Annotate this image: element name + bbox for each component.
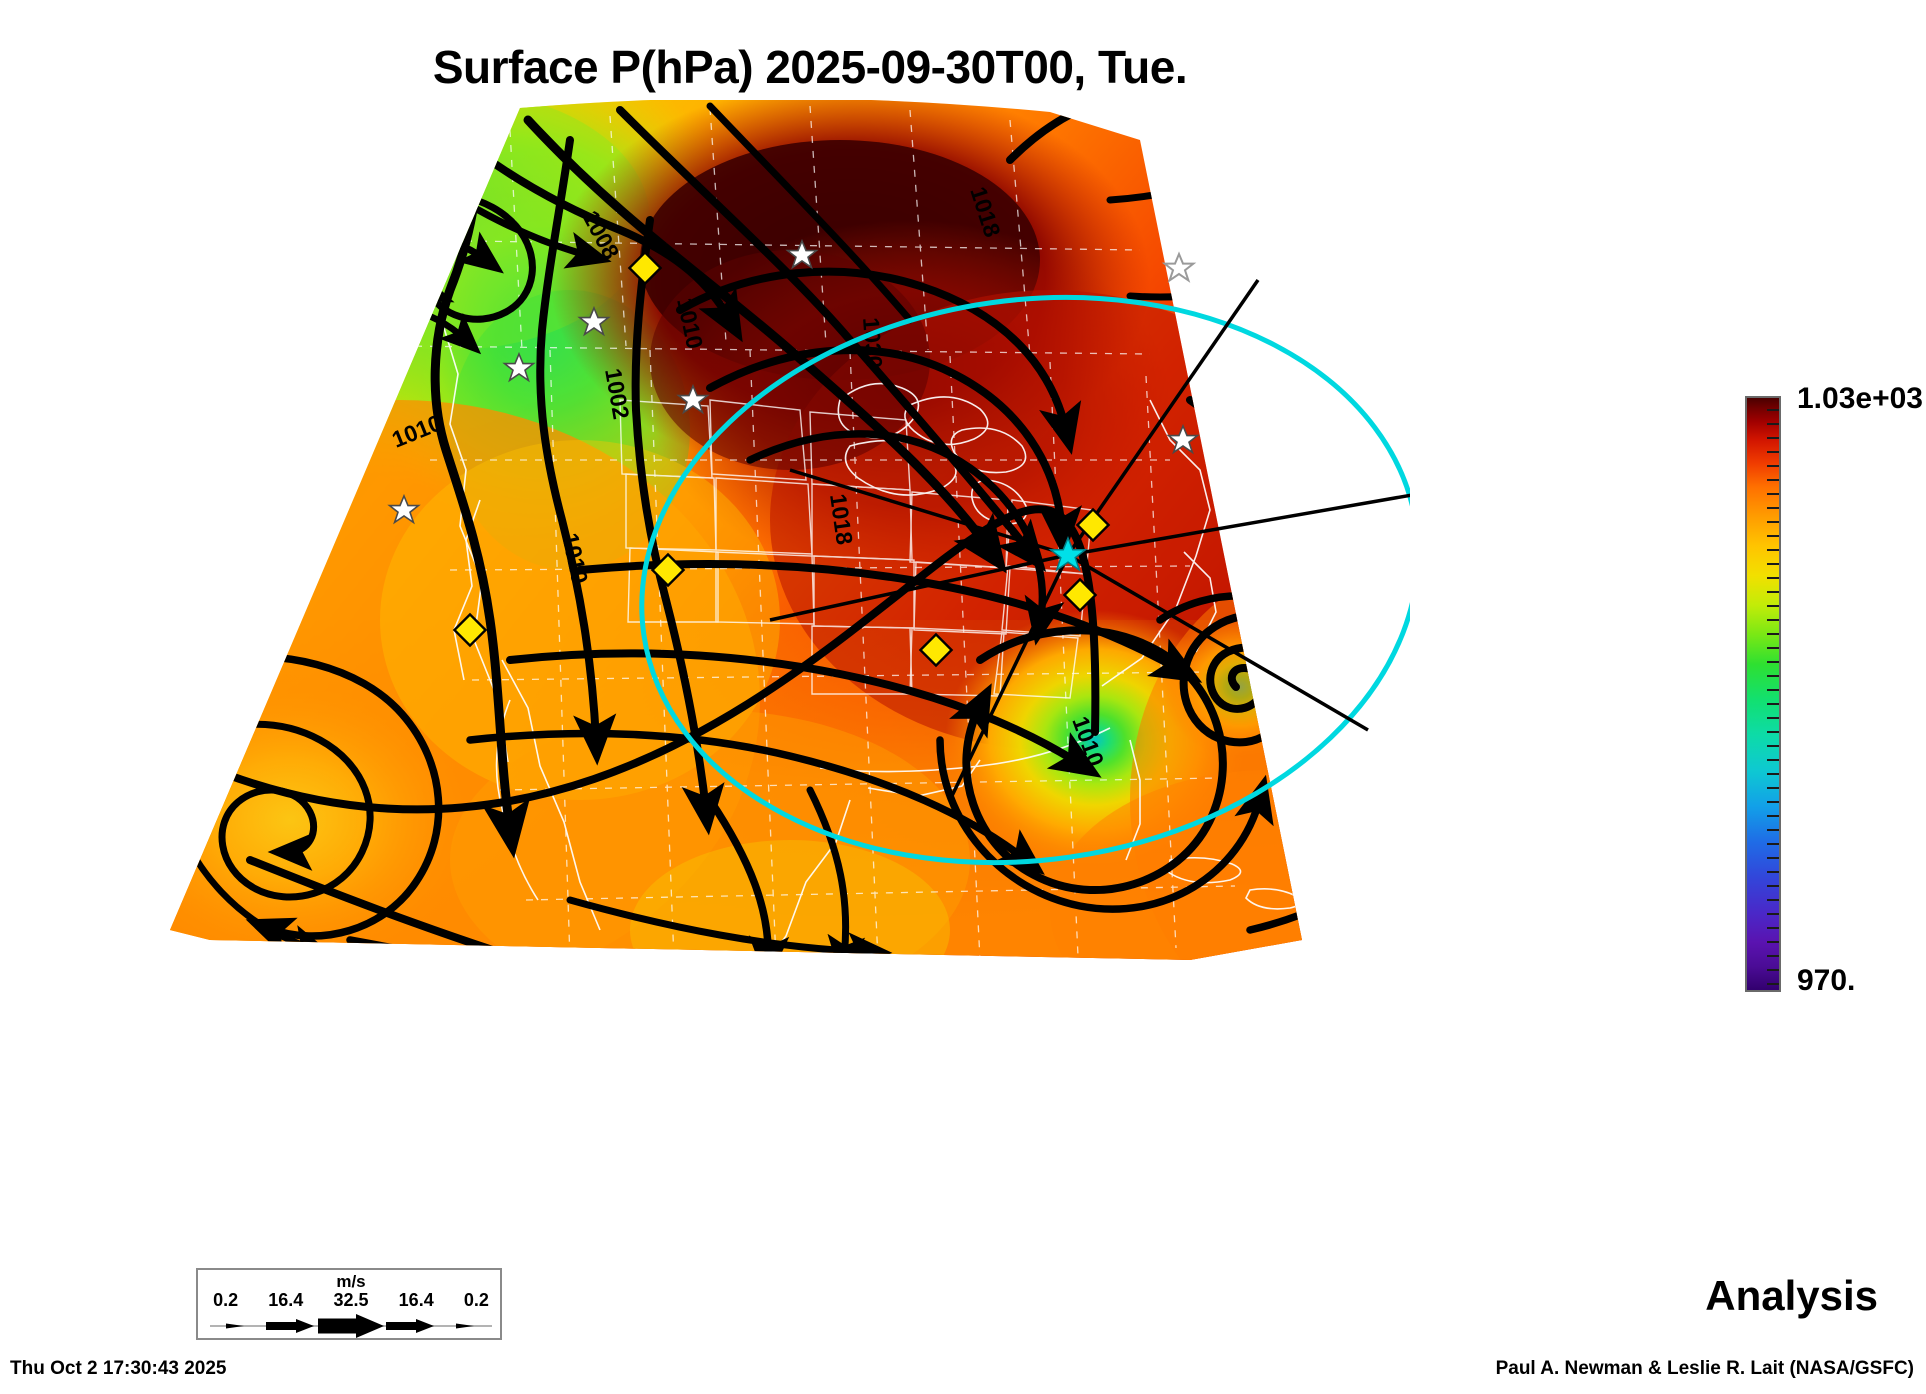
site-marker-star[interactable] — [676, 383, 710, 415]
wind-legend-value: 0.2 — [463, 1290, 489, 1310]
wind-speed-legend: m/s 0.2 16.4 32.5 16.4 0.2 — [196, 1268, 502, 1340]
map-canvas[interactable]: 1018 1030 1010 1002 1008 1010 1010 1018 … — [150, 100, 1410, 960]
colorbar-gradient — [1745, 396, 1781, 992]
site-marker-star[interactable] — [577, 305, 611, 337]
colorbar-max-label: 1.03e+03 — [1797, 382, 1923, 415]
track-line-4 — [769, 553, 1069, 622]
map-plot-area[interactable]: 1018 1030 1010 1002 1008 1010 1010 1018 … — [150, 100, 1410, 960]
orbit-ellipse — [639, 294, 1410, 866]
colorbar-min-label: 970. — [1797, 964, 1856, 997]
colorbar: 1.03e+03 970. — [1745, 382, 1925, 1008]
track-line-5 — [789, 468, 1069, 557]
track-line-3 — [1067, 553, 1369, 732]
station-marker-diamond[interactable] — [650, 552, 686, 588]
wind-legend-value: 32.5 — [333, 1290, 369, 1310]
satellite-track-overlay — [639, 294, 1410, 866]
site-marker-star[interactable] — [785, 238, 819, 270]
station-marker-diamond[interactable] — [627, 250, 663, 286]
page-title: Surface P(hPa) 2025-09-30T00, Tue. — [432, 41, 1188, 93]
author-credit: Paul A. Newman & Leslie R. Lait (NASA/GS… — [1495, 1358, 1914, 1379]
track-line-1 — [1066, 279, 1260, 556]
wind-legend-value: 16.4 — [268, 1290, 304, 1310]
analysis-label: Analysis — [1705, 1272, 1878, 1319]
flight-track-lines — [769, 279, 1410, 801]
site-marker-star[interactable] — [387, 493, 421, 525]
wind-legend-arrow-scale — [210, 1314, 492, 1338]
site-marker-star-outline[interactable] — [1161, 251, 1197, 283]
station-marker-diamond[interactable] — [1062, 577, 1098, 613]
station-marker-diamond[interactable] — [1075, 507, 1111, 543]
marker-layer[interactable] — [387, 238, 1200, 668]
wind-legend-value: 0.2 — [213, 1290, 239, 1310]
site-marker-star[interactable] — [1166, 423, 1200, 455]
wind-legend-value: 16.4 — [398, 1290, 434, 1310]
wind-legend-values: 0.2 16.4 32.5 16.4 0.2 — [198, 1290, 504, 1311]
wind-legend-unit-label: m/s — [336, 1272, 366, 1291]
station-marker-diamond[interactable] — [918, 632, 954, 668]
track-line-2 — [1067, 493, 1410, 557]
track-line-6 — [948, 554, 1070, 801]
contour-label: 1030 — [858, 317, 888, 370]
generation-timestamp: Thu Oct 2 17:30:43 2025 — [10, 1358, 227, 1379]
site-marker-star[interactable] — [502, 351, 536, 383]
station-marker-diamond[interactable] — [452, 612, 488, 648]
primary-site-marker-star[interactable] — [1048, 536, 1088, 572]
